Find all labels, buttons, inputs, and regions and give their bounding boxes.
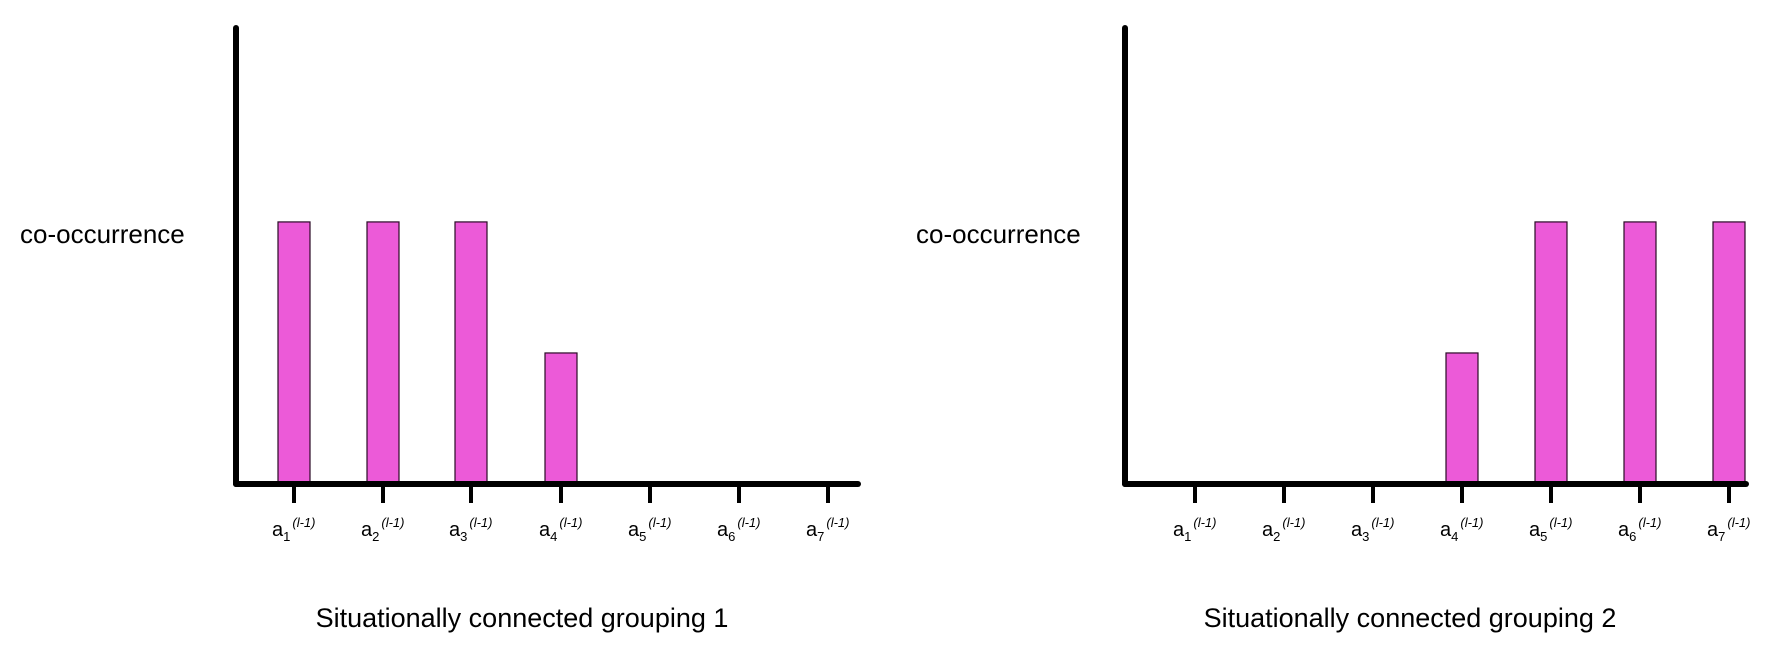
bar-2 xyxy=(366,221,400,485)
bar-1 xyxy=(277,221,311,485)
x-tick-label-4: a4(l-1) xyxy=(1440,515,1483,544)
bar-6 xyxy=(1623,221,1657,485)
bar-4 xyxy=(1445,352,1479,485)
x-tick-label-3: a3(l-1) xyxy=(1351,515,1394,544)
chart-title: Situationally connected grouping 2 xyxy=(1204,603,1617,633)
x-tick-label-2: a2(l-1) xyxy=(1262,515,1305,544)
x-tick-label-1: a1(l-1) xyxy=(272,515,315,544)
chart-panel-2: a1(l-1) a2(l-1) a3(l-1) a4(l-1) a5(l-1) a6(l-… xyxy=(916,25,1750,633)
x-tick-label-2: a2(l-1) xyxy=(361,515,404,544)
bar-5 xyxy=(1534,221,1568,485)
x-tick-label-6: a6(l-1) xyxy=(1618,515,1661,544)
y-axis-label: co-occurrence xyxy=(20,219,185,249)
bar-4 xyxy=(544,352,578,485)
bar-3 xyxy=(454,221,488,485)
chart-title: Situationally connected grouping 1 xyxy=(316,603,729,633)
x-tick-label-5: a5(l-1) xyxy=(628,515,671,544)
x-tick-label-6: a6(l-1) xyxy=(717,515,760,544)
x-tick-label-7: a7(l-1) xyxy=(1707,515,1750,544)
bar-7 xyxy=(1712,221,1746,485)
x-tick-label-3: a3(l-1) xyxy=(449,515,492,544)
x-tick-label-5: a5(l-1) xyxy=(1529,515,1572,544)
chart-panel-1: a1(l-1) a2(l-1) a3(l-1) a4(l-1) a5(l-1) a6(l-… xyxy=(20,25,861,633)
x-tick-label-4: a4(l-1) xyxy=(539,515,582,544)
y-axis-label: co-occurrence xyxy=(916,219,1081,249)
x-tick-label-7: a7(l-1) xyxy=(806,515,849,544)
x-tick-label-1: a1(l-1) xyxy=(1173,515,1216,544)
